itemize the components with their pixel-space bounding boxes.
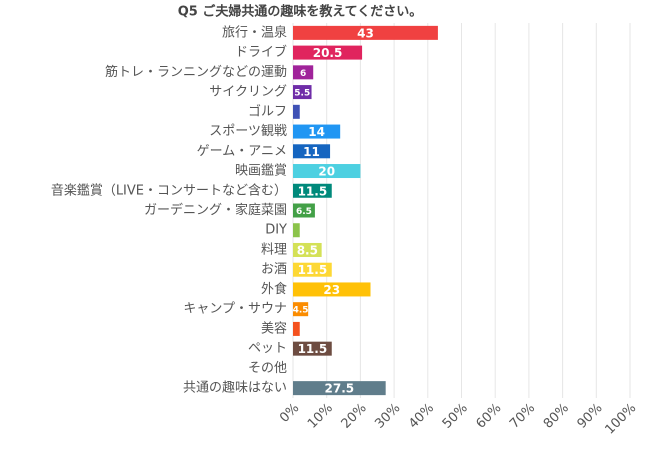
- bar: [293, 104, 300, 119]
- y-tick-label: キャンプ・サウナ: [183, 302, 287, 317]
- bar: [293, 381, 386, 396]
- bar: [293, 65, 314, 80]
- y-tick-label: 外食: [261, 281, 287, 297]
- x-tick-label: 0%: [277, 401, 302, 426]
- y-tick-label: 共通の趣味はない: [183, 381, 287, 396]
- value-label: 8.5: [297, 243, 318, 257]
- value-label: 11.5: [298, 342, 328, 356]
- bar: [293, 242, 322, 257]
- bar: [293, 203, 315, 218]
- y-tick-label: 旅行・温泉: [222, 24, 287, 40]
- value-label: 43: [357, 26, 374, 40]
- value-label: 5.5: [294, 89, 310, 99]
- y-tick-label: スポーツ観戦: [209, 124, 287, 139]
- bar: [293, 25, 438, 40]
- x-tick-label: 100%: [602, 401, 639, 438]
- y-tick-label: ペット: [248, 341, 287, 356]
- bar: [293, 341, 332, 356]
- bar: [293, 164, 361, 179]
- x-tick-label: 70%: [507, 401, 538, 432]
- y-tick-label: ゲーム・アニメ: [197, 144, 287, 159]
- y-tick-label: 美容: [261, 320, 287, 336]
- x-tick-label: 30%: [372, 401, 403, 432]
- x-tick-label: 90%: [575, 401, 606, 432]
- x-tick-label: 50%: [440, 401, 471, 432]
- bar: [293, 321, 300, 336]
- bar: [293, 223, 300, 238]
- value-label: 27.5: [325, 382, 355, 396]
- value-label: 20.5: [313, 46, 343, 60]
- value-label: 14: [308, 125, 325, 139]
- x-tick-label: 80%: [541, 401, 572, 432]
- y-tick-label: 筋トレ・ランニングなどの運動: [105, 64, 287, 80]
- bar: [293, 85, 312, 100]
- y-tick-label: 音楽鑑賞（LIVE・コンサートなど含む）: [51, 182, 287, 198]
- x-tick-label: 40%: [406, 401, 437, 432]
- x-tick-label: 20%: [339, 401, 370, 432]
- bar: [293, 124, 341, 139]
- bar: [293, 45, 363, 60]
- y-tick-label: お酒: [261, 262, 287, 277]
- y-tick-label: ガーデニング・家庭菜園: [144, 202, 287, 218]
- y-tick-label: サイクリング: [209, 85, 287, 100]
- x-tick-label: 60%: [473, 401, 504, 432]
- y-tick-label: ドライブ: [235, 44, 287, 60]
- y-tick-label: 料理: [261, 242, 287, 257]
- value-label: 4.5: [293, 306, 309, 316]
- y-tick-label: 映画鑑賞: [235, 163, 287, 179]
- value-label: 23: [323, 283, 340, 297]
- chart-title: Q5 ご夫婦共通の趣味を教えてください。: [178, 4, 423, 20]
- value-label: 6.5: [296, 207, 312, 217]
- x-tick-label: 10%: [305, 401, 336, 432]
- bar: [293, 302, 309, 317]
- bar: [293, 183, 332, 198]
- bar: [293, 262, 332, 277]
- y-tick-label: その他: [248, 361, 287, 376]
- value-label: 20: [318, 165, 335, 179]
- y-tick-label: ゴルフ: [248, 103, 287, 119]
- bar: [293, 282, 371, 297]
- value-label: 11.5: [298, 184, 328, 198]
- value-label: 11: [303, 145, 320, 159]
- y-tick-label: DIY: [265, 223, 287, 238]
- value-label: 6: [300, 69, 306, 79]
- value-label: 11.5: [298, 263, 328, 277]
- bar: [293, 144, 331, 159]
